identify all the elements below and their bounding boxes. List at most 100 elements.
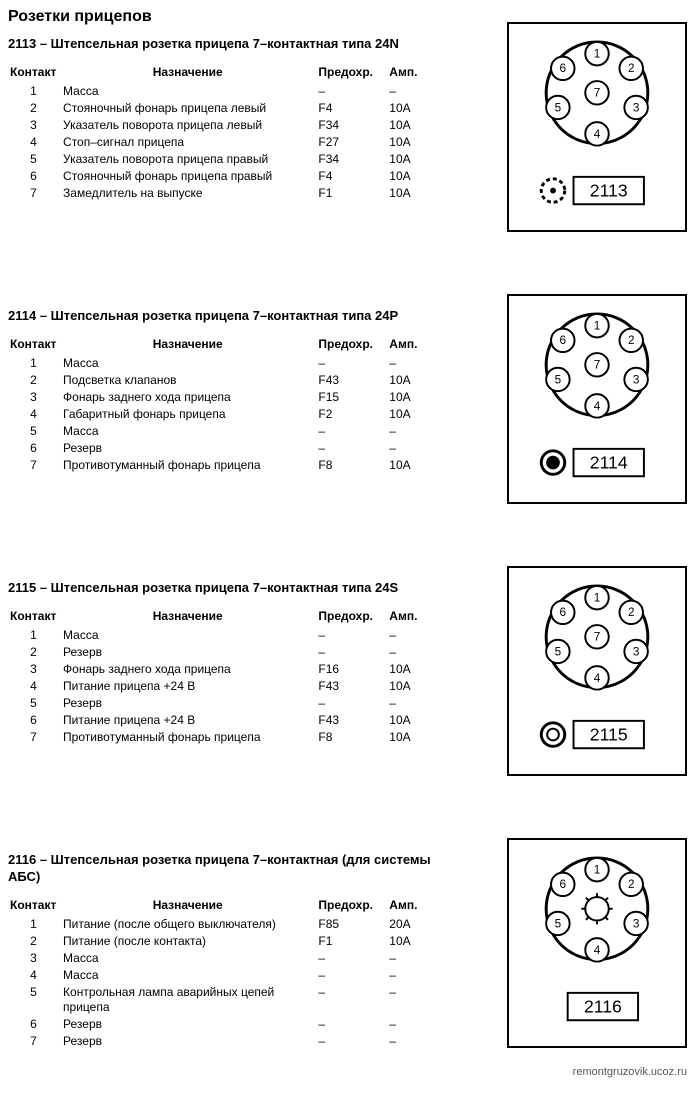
svg-text:5: 5	[555, 645, 562, 658]
cell-contact: 6	[8, 168, 61, 185]
table-row: 6Питание прицепа +24 ВF4310A	[8, 712, 438, 729]
table-row: 2Резерв––	[8, 644, 438, 661]
cell-amp: –	[387, 967, 438, 984]
cell-fuse: F85	[316, 916, 387, 933]
cell-desc: Противотуманный фонарь прицепа	[61, 729, 316, 746]
table-row: 5Масса––	[8, 423, 438, 440]
cell-desc: Масса	[61, 950, 316, 967]
cell-amp: 10A	[387, 151, 438, 168]
svg-text:5: 5	[555, 101, 562, 114]
col-c4: Амп.	[387, 896, 438, 916]
connector-diagram-2113: 16275342113	[507, 22, 687, 232]
section-title: 2116 – Штепсельная розетка прицепа 7–кон…	[8, 852, 458, 886]
cell-desc: Масса	[61, 423, 316, 440]
pinout-table: КонтактНазначениеПредохр.Амп.1Питание (п…	[8, 896, 438, 1050]
cell-contact: 7	[8, 457, 61, 474]
cell-desc: Масса	[61, 355, 316, 372]
svg-text:3: 3	[633, 645, 640, 658]
cell-amp: 10A	[387, 117, 438, 134]
svg-text:1: 1	[594, 864, 601, 877]
table-row: 6Стояночный фонарь прицепа правыйF410A	[8, 168, 438, 185]
svg-text:2113: 2113	[590, 180, 628, 200]
svg-text:2114: 2114	[590, 452, 628, 472]
cell-amp: 10A	[387, 729, 438, 746]
cell-amp: 10A	[387, 389, 438, 406]
svg-text:2: 2	[628, 334, 635, 347]
col-c3: Предохр.	[316, 896, 387, 916]
cell-fuse: –	[316, 950, 387, 967]
cell-contact: 5	[8, 695, 61, 712]
svg-text:1: 1	[594, 592, 601, 605]
cell-contact: 6	[8, 712, 61, 729]
cell-desc: Резерв	[61, 440, 316, 457]
cell-fuse: –	[316, 1016, 387, 1033]
connector-diagram-2116: 1625342116	[507, 838, 687, 1048]
connector-svg: 16275342115	[509, 568, 685, 774]
table-row: 4Масса––	[8, 967, 438, 984]
svg-text:4: 4	[594, 400, 601, 413]
cell-amp: –	[387, 83, 438, 100]
svg-text:7: 7	[594, 631, 601, 644]
table-row: 5Указатель поворота прицепа правыйF3410A	[8, 151, 438, 168]
table-row: 5Контрольная лампа аварийных цепей прице…	[8, 984, 438, 1016]
cell-desc: Указатель поворота прицепа правый	[61, 151, 316, 168]
table-row: 1Масса––	[8, 355, 438, 372]
cell-amp: 10A	[387, 168, 438, 185]
table-row: 2Питание (после контакта)F110A	[8, 933, 438, 950]
cell-amp: 10A	[387, 372, 438, 389]
cell-fuse: F4	[316, 168, 387, 185]
cell-desc: Контрольная лампа аварийных цепей прицеп…	[61, 984, 316, 1016]
table-row: 6Резерв––	[8, 440, 438, 457]
svg-text:2: 2	[628, 878, 635, 891]
cell-amp: 10A	[387, 457, 438, 474]
connector-svg: 16275342113	[509, 24, 685, 230]
svg-text:4: 4	[594, 944, 601, 957]
col-c2: Назначение	[61, 335, 316, 355]
svg-text:2: 2	[628, 606, 635, 619]
table-row: 2Стояночный фонарь прицепа левыйF410A	[8, 100, 438, 117]
svg-text:4: 4	[594, 128, 601, 141]
cell-fuse: –	[316, 695, 387, 712]
cell-contact: 2	[8, 644, 61, 661]
cell-amp: 10A	[387, 933, 438, 950]
cell-desc: Питание прицепа +24 В	[61, 712, 316, 729]
cell-desc: Стоп–сигнал прицепа	[61, 134, 316, 151]
svg-text:7: 7	[594, 87, 601, 100]
cell-amp: –	[387, 355, 438, 372]
cell-desc: Габаритный фонарь прицепа	[61, 406, 316, 423]
table-row: 3Фонарь заднего хода прицепаF1510A	[8, 389, 438, 406]
cell-desc: Резерв	[61, 1016, 316, 1033]
cell-amp: 20A	[387, 916, 438, 933]
cell-desc: Резерв	[61, 644, 316, 661]
cell-contact: 2	[8, 372, 61, 389]
cell-amp: 10A	[387, 712, 438, 729]
cell-desc: Фонарь заднего хода прицепа	[61, 389, 316, 406]
cell-fuse: F34	[316, 151, 387, 168]
cell-contact: 1	[8, 355, 61, 372]
table-row: 3Указатель поворота прицепа левыйF3410A	[8, 117, 438, 134]
cell-fuse: –	[316, 984, 387, 1016]
cell-desc: Масса	[61, 83, 316, 100]
connector-diagram-2115: 16275342115	[507, 566, 687, 776]
cell-fuse: F43	[316, 678, 387, 695]
cell-desc: Противотуманный фонарь прицепа	[61, 457, 316, 474]
cell-fuse: –	[316, 355, 387, 372]
cell-contact: 5	[8, 423, 61, 440]
cell-amp: –	[387, 1016, 438, 1033]
pinout-table: КонтактНазначениеПредохр.Амп.1Масса––2Ре…	[8, 607, 438, 746]
cell-contact: 7	[8, 729, 61, 746]
connector-svg: 16275342114	[509, 296, 685, 502]
svg-text:1: 1	[594, 48, 601, 61]
table-row: 4Габаритный фонарь прицепаF210A	[8, 406, 438, 423]
cell-desc: Масса	[61, 627, 316, 644]
cell-contact: 3	[8, 117, 61, 134]
svg-text:6: 6	[560, 878, 567, 891]
table-row: 1Масса––	[8, 83, 438, 100]
table-row: 5Резерв––	[8, 695, 438, 712]
col-c4: Амп.	[387, 335, 438, 355]
cell-amp: 10A	[387, 661, 438, 678]
table-row: 7Противотуманный фонарь прицепаF810A	[8, 457, 438, 474]
svg-text:7: 7	[594, 359, 601, 372]
table-row: 3Масса––	[8, 950, 438, 967]
svg-text:3: 3	[633, 917, 640, 930]
